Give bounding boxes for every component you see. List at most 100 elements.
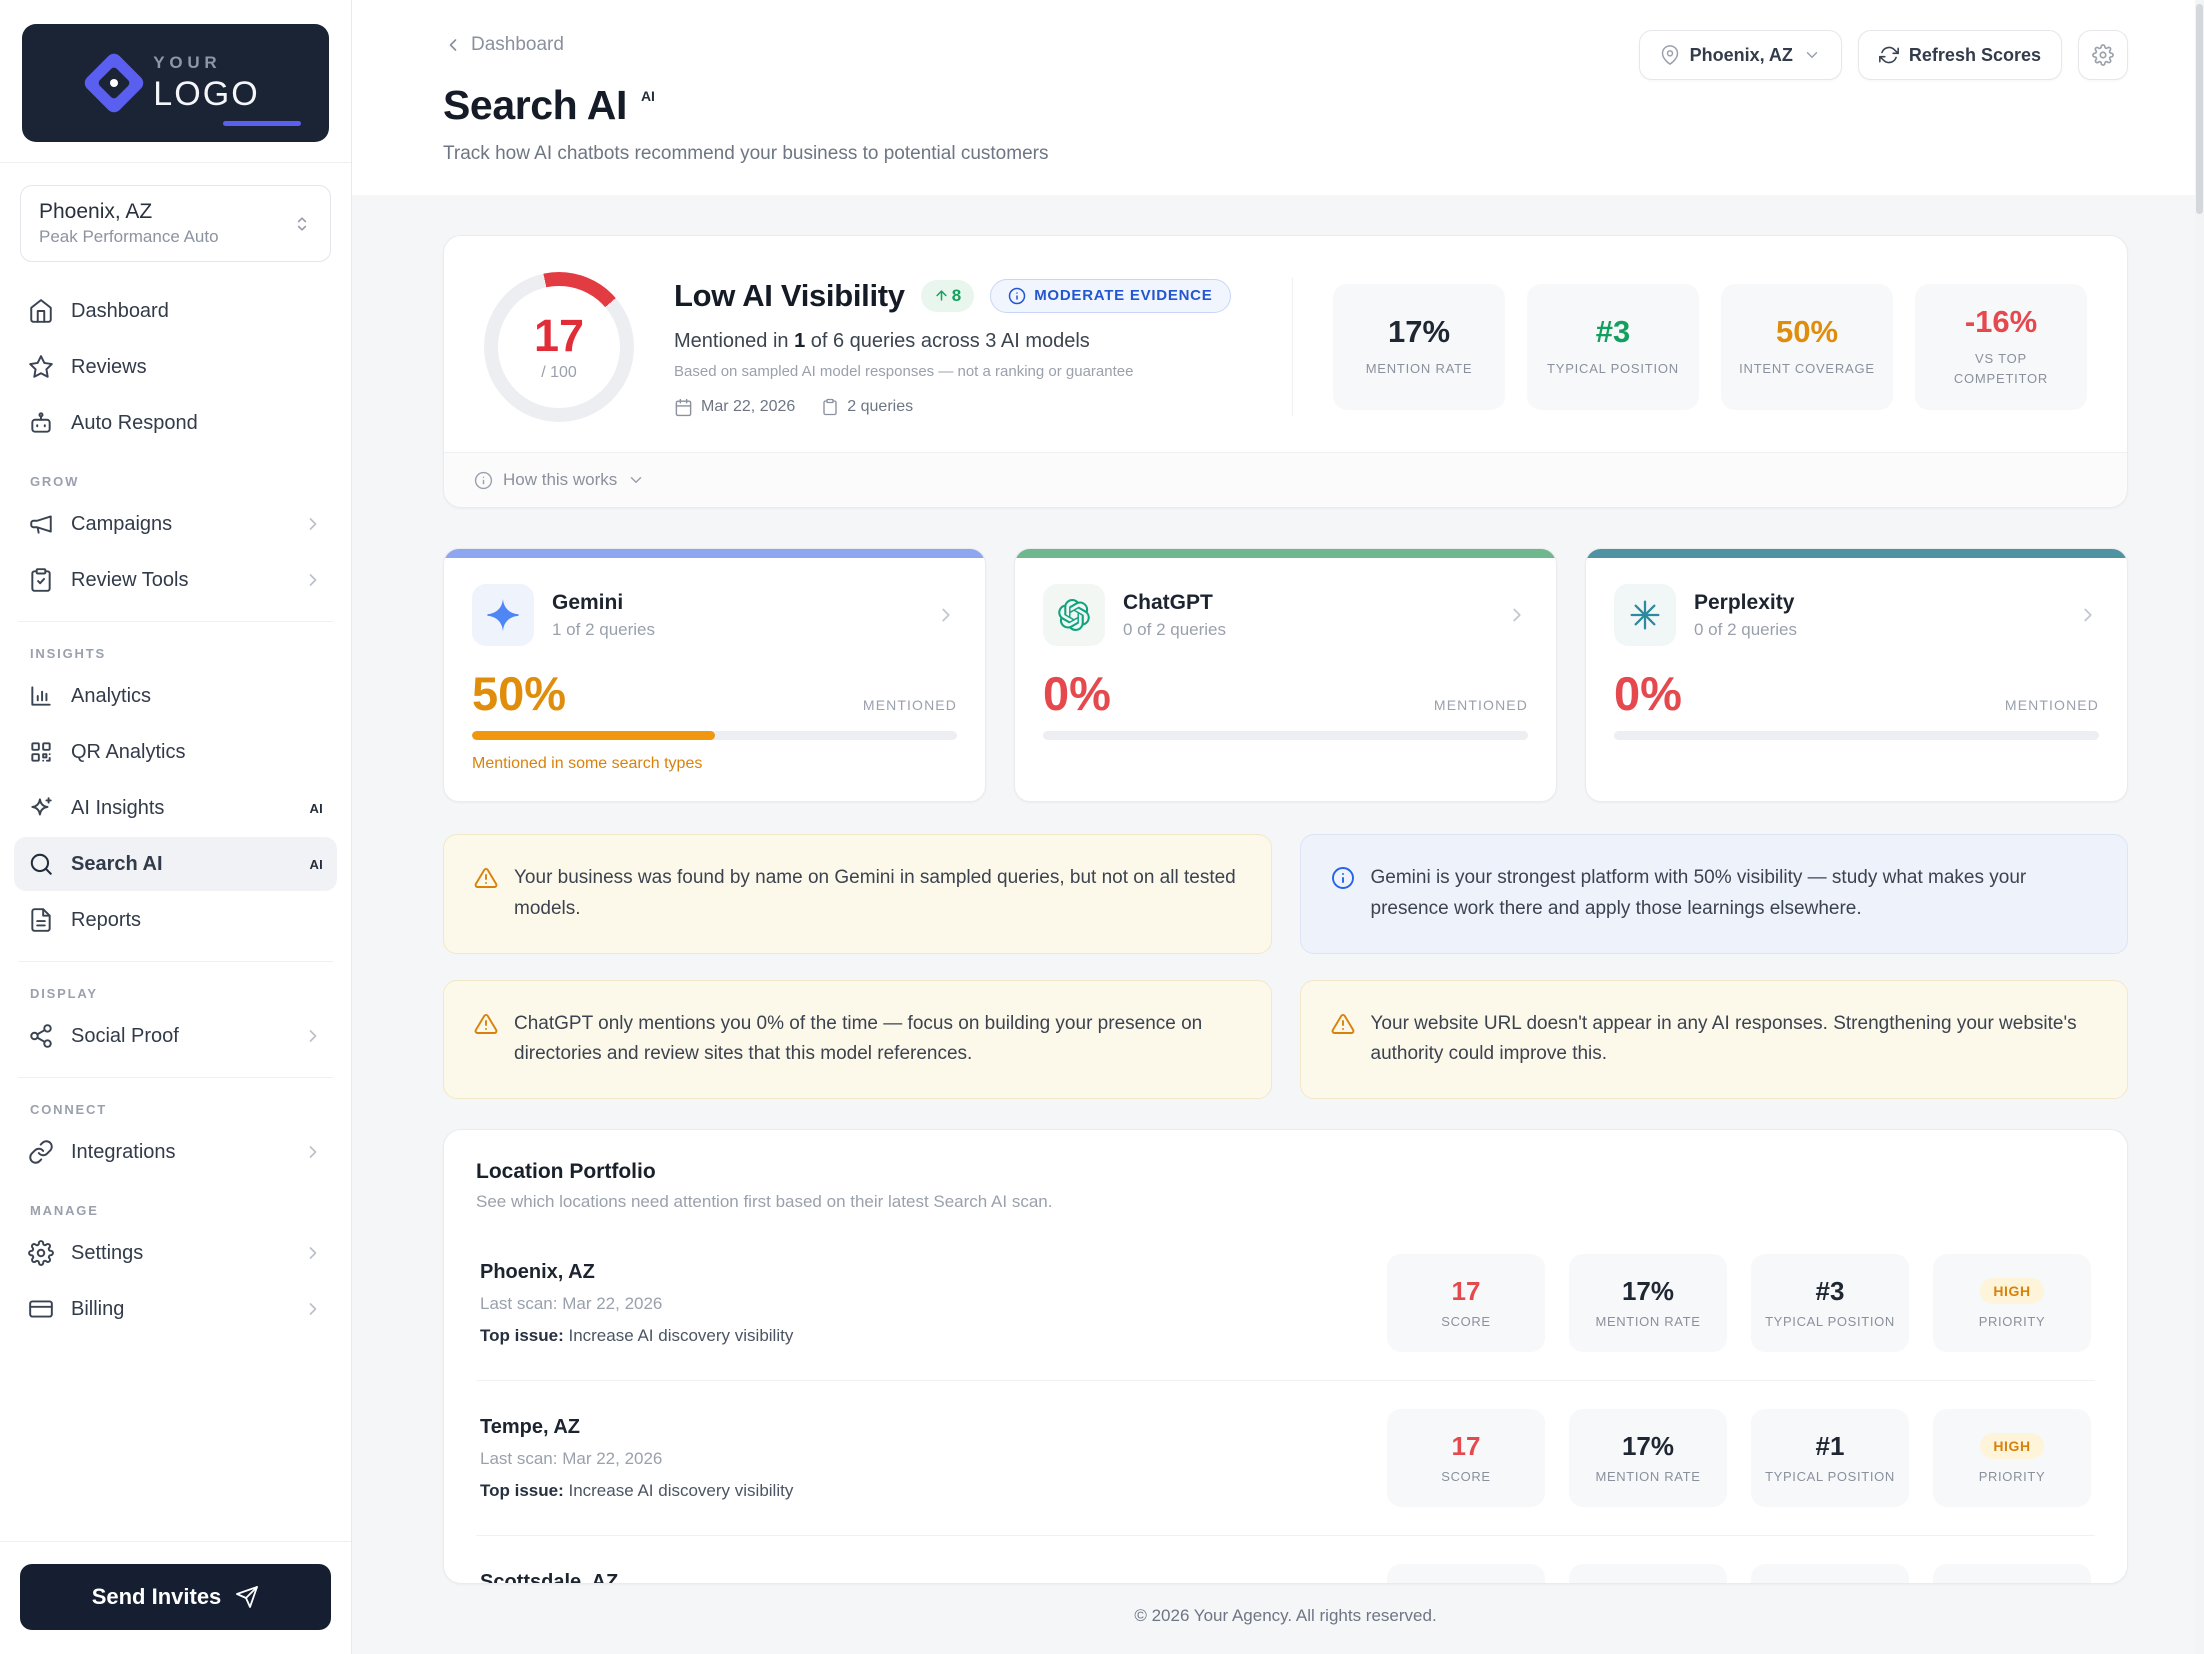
sidebar-item-reviews[interactable]: Reviews bbox=[14, 340, 337, 394]
top-issue: Top issue: Increase AI discovery visibil… bbox=[480, 1325, 794, 1345]
sidebar-item-reports[interactable]: Reports bbox=[14, 893, 337, 947]
platform-card-perplexity[interactable]: Perplexity 0 of 2 queries 0% MENTIONED bbox=[1585, 548, 2128, 802]
refresh-scores-label: Refresh Scores bbox=[1908, 44, 2041, 65]
sidebar-item-label: Reports bbox=[71, 908, 142, 931]
page-title: Search AI bbox=[443, 82, 627, 128]
chatgpt-icon bbox=[1043, 584, 1105, 646]
sidebar-item-campaigns[interactable]: Campaigns bbox=[14, 497, 337, 551]
mention-percentage: 0% bbox=[1043, 667, 1111, 720]
sidebar-item-label: Search AI bbox=[71, 852, 163, 875]
insight-text: Gemini is your strongest platform with 5… bbox=[1370, 867, 2027, 919]
mention-progress-bar bbox=[1614, 731, 2099, 740]
sidebar-item-label: Reviews bbox=[71, 355, 147, 378]
copyright-footer: © 2026 Your Agency. All rights reserved. bbox=[1134, 1606, 1437, 1626]
location-name: Scottsdale, AZ bbox=[480, 1570, 619, 1585]
visibility-score-card: 17 / 100 Low AI Visibility 8 bbox=[443, 235, 2128, 508]
platform-card-gemini[interactable]: Gemini 1 of 2 queries 50% MENTIONED Ment… bbox=[443, 548, 986, 802]
sidebar-item-label: Analytics bbox=[71, 684, 152, 707]
paper-plane-icon bbox=[235, 1585, 259, 1609]
chevron-down-icon bbox=[1803, 46, 1821, 64]
score-max: / 100 bbox=[541, 363, 577, 381]
accent-bar bbox=[1586, 549, 2127, 558]
sidebar-item-label: Dashboard bbox=[71, 299, 169, 322]
chevron-right-icon bbox=[303, 1026, 323, 1046]
platform-queries: 1 of 2 queries bbox=[552, 619, 656, 639]
insight-warning-website-url: Your website URL doesn't appear in any A… bbox=[1299, 979, 2128, 1100]
sidebar-item-analytics[interactable]: Analytics bbox=[14, 669, 337, 723]
insight-warning-chatgpt-zero: ChatGPT only mentions you 0% of the time… bbox=[443, 979, 1272, 1100]
location-row-scottsdale[interactable]: Scottsdale, AZ Last scan: Mar 22, 2026 T… bbox=[476, 1535, 2095, 1584]
chevron-right-icon bbox=[2077, 604, 2099, 626]
sidebar-item-integrations[interactable]: Integrations bbox=[14, 1125, 337, 1179]
sidebar-item-label: Auto Respond bbox=[71, 411, 198, 434]
mentioned-summary: Mentioned in 1 of 6 queries across 3 AI … bbox=[674, 329, 1090, 352]
how-this-works-toggle[interactable]: How this works bbox=[444, 452, 2127, 507]
location-row-phoenix[interactable]: Phoenix, AZ Last scan: Mar 22, 2026 Top … bbox=[476, 1226, 2095, 1380]
sidebar-item-qr-analytics[interactable]: QR Analytics bbox=[14, 725, 337, 779]
location-dropdown-button[interactable]: Phoenix, AZ bbox=[1638, 30, 1842, 80]
sidebar-item-dashboard[interactable]: Dashboard bbox=[14, 284, 337, 338]
location-selector[interactable]: Phoenix, AZ Peak Performance Auto bbox=[20, 185, 331, 262]
chevron-right-icon bbox=[303, 1243, 323, 1263]
scrollbar-thumb[interactable] bbox=[2196, 4, 2203, 214]
sidebar-item-auto-respond[interactable]: Auto Respond bbox=[14, 396, 337, 450]
sidebar-item-billing[interactable]: Billing bbox=[14, 1282, 337, 1336]
platform-note: Mentioned in some search types bbox=[472, 755, 703, 772]
insight-info-gemini-strongest: Gemini is your strongest platform with 5… bbox=[1299, 834, 2128, 954]
mention-progress-bar bbox=[1043, 731, 1528, 740]
stat-mention-rate: 17%MENTION RATE bbox=[1569, 1254, 1727, 1353]
send-invites-button[interactable]: Send Invites bbox=[20, 1564, 331, 1630]
robot-icon bbox=[28, 410, 54, 436]
platform-card-chatgpt[interactable]: ChatGPT 0 of 2 queries 0% MENTIONED bbox=[1014, 548, 1557, 802]
scrollbar[interactable] bbox=[2195, 0, 2204, 1654]
sidebar-item-label: Review Tools bbox=[71, 568, 189, 591]
portfolio-subtitle: See which locations need attention first… bbox=[476, 1192, 1053, 1212]
score-value: 17 bbox=[533, 309, 585, 361]
sidebar-item-search-ai[interactable]: Search AI AI bbox=[14, 837, 337, 891]
how-this-works-label: How this works bbox=[503, 470, 618, 489]
chevron-right-icon bbox=[1506, 604, 1528, 626]
qr-code-icon bbox=[28, 739, 54, 765]
evidence-badge: MODERATE EVIDENCE bbox=[990, 278, 1231, 313]
sidebar-item-label: Billing bbox=[71, 1297, 125, 1320]
chevron-right-icon bbox=[303, 1142, 323, 1162]
stat-mention-rate: 17%MENTION RATE bbox=[1569, 1409, 1727, 1508]
divider bbox=[18, 1077, 333, 1078]
clipboard-icon bbox=[823, 398, 837, 416]
star-icon bbox=[28, 354, 54, 380]
info-icon bbox=[1331, 866, 1355, 925]
query-count: 2 queries bbox=[821, 398, 913, 416]
stat-typical-position: #1 TYPICAL POSITION bbox=[1751, 1409, 1909, 1508]
sidebar-item-ai-insights[interactable]: AI Insights AI bbox=[14, 781, 337, 835]
credit-card-icon bbox=[28, 1296, 54, 1322]
sidebar-item-settings[interactable]: Settings bbox=[14, 1226, 337, 1280]
portfolio-title: Location Portfolio bbox=[476, 1160, 656, 1184]
platform-name: Perplexity bbox=[1694, 590, 1795, 614]
ai-badge: AI bbox=[640, 88, 655, 104]
refresh-scores-button[interactable]: Refresh Scores bbox=[1857, 30, 2062, 80]
share-icon bbox=[28, 1023, 54, 1049]
sidebar-item-review-tools[interactable]: Review Tools bbox=[14, 553, 337, 607]
insight-warning-gemini-found: Your business was found by name on Gemin… bbox=[443, 834, 1272, 954]
location-portfolio-card: Location Portfolio See which locations n… bbox=[443, 1129, 2128, 1585]
location-row-tempe[interactable]: Tempe, AZ Last scan: Mar 22, 2026 Top is… bbox=[476, 1380, 2095, 1535]
gemini-icon bbox=[472, 584, 534, 646]
sidebar-item-label: Settings bbox=[71, 1241, 144, 1264]
sidebar-item-social-proof[interactable]: Social Proof bbox=[14, 1009, 337, 1063]
last-scan: Last scan: Mar 22, 2026 bbox=[480, 1448, 663, 1468]
megaphone-icon bbox=[28, 511, 54, 537]
breadcrumb[interactable]: Dashboard bbox=[443, 34, 564, 56]
platform-name: ChatGPT bbox=[1123, 590, 1213, 614]
mention-progress-bar bbox=[472, 731, 957, 740]
divider bbox=[1292, 278, 1293, 416]
stat-mention-rate: 17%MENTION RATE bbox=[1569, 1564, 1727, 1584]
sidebar-nav: Dashboard Reviews Auto Respond GROW Camp… bbox=[0, 276, 351, 1338]
settings-button[interactable] bbox=[2078, 30, 2128, 80]
location-stats: 17 SCORE 17% MENTION RATE #1 TYPICAL POSITI… bbox=[1387, 1409, 2091, 1508]
arrow-up-icon bbox=[936, 290, 947, 301]
